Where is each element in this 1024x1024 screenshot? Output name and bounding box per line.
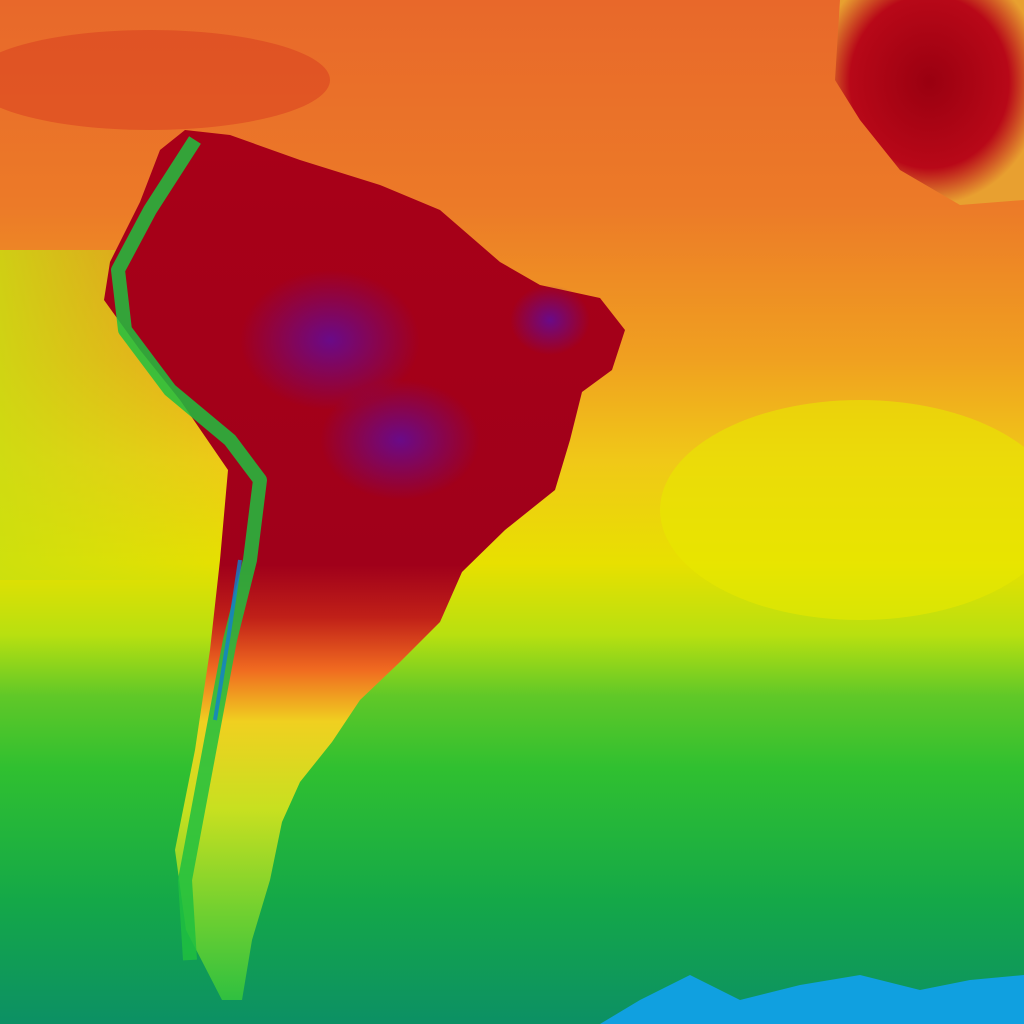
- amazon-hot-zone: [240, 270, 420, 410]
- andes-mountains: [111, 136, 267, 961]
- south-america-landmass: [104, 130, 625, 1000]
- atlantic-yellow-zone: [660, 400, 1024, 620]
- interior-hot-zone: [320, 380, 480, 500]
- antarctica-ice: [600, 975, 1024, 1024]
- andes-cold-line: [213, 559, 242, 721]
- africa-landmass: [835, 0, 1024, 205]
- central-america-land: [0, 30, 330, 130]
- northeast-hot-zone: [510, 285, 590, 355]
